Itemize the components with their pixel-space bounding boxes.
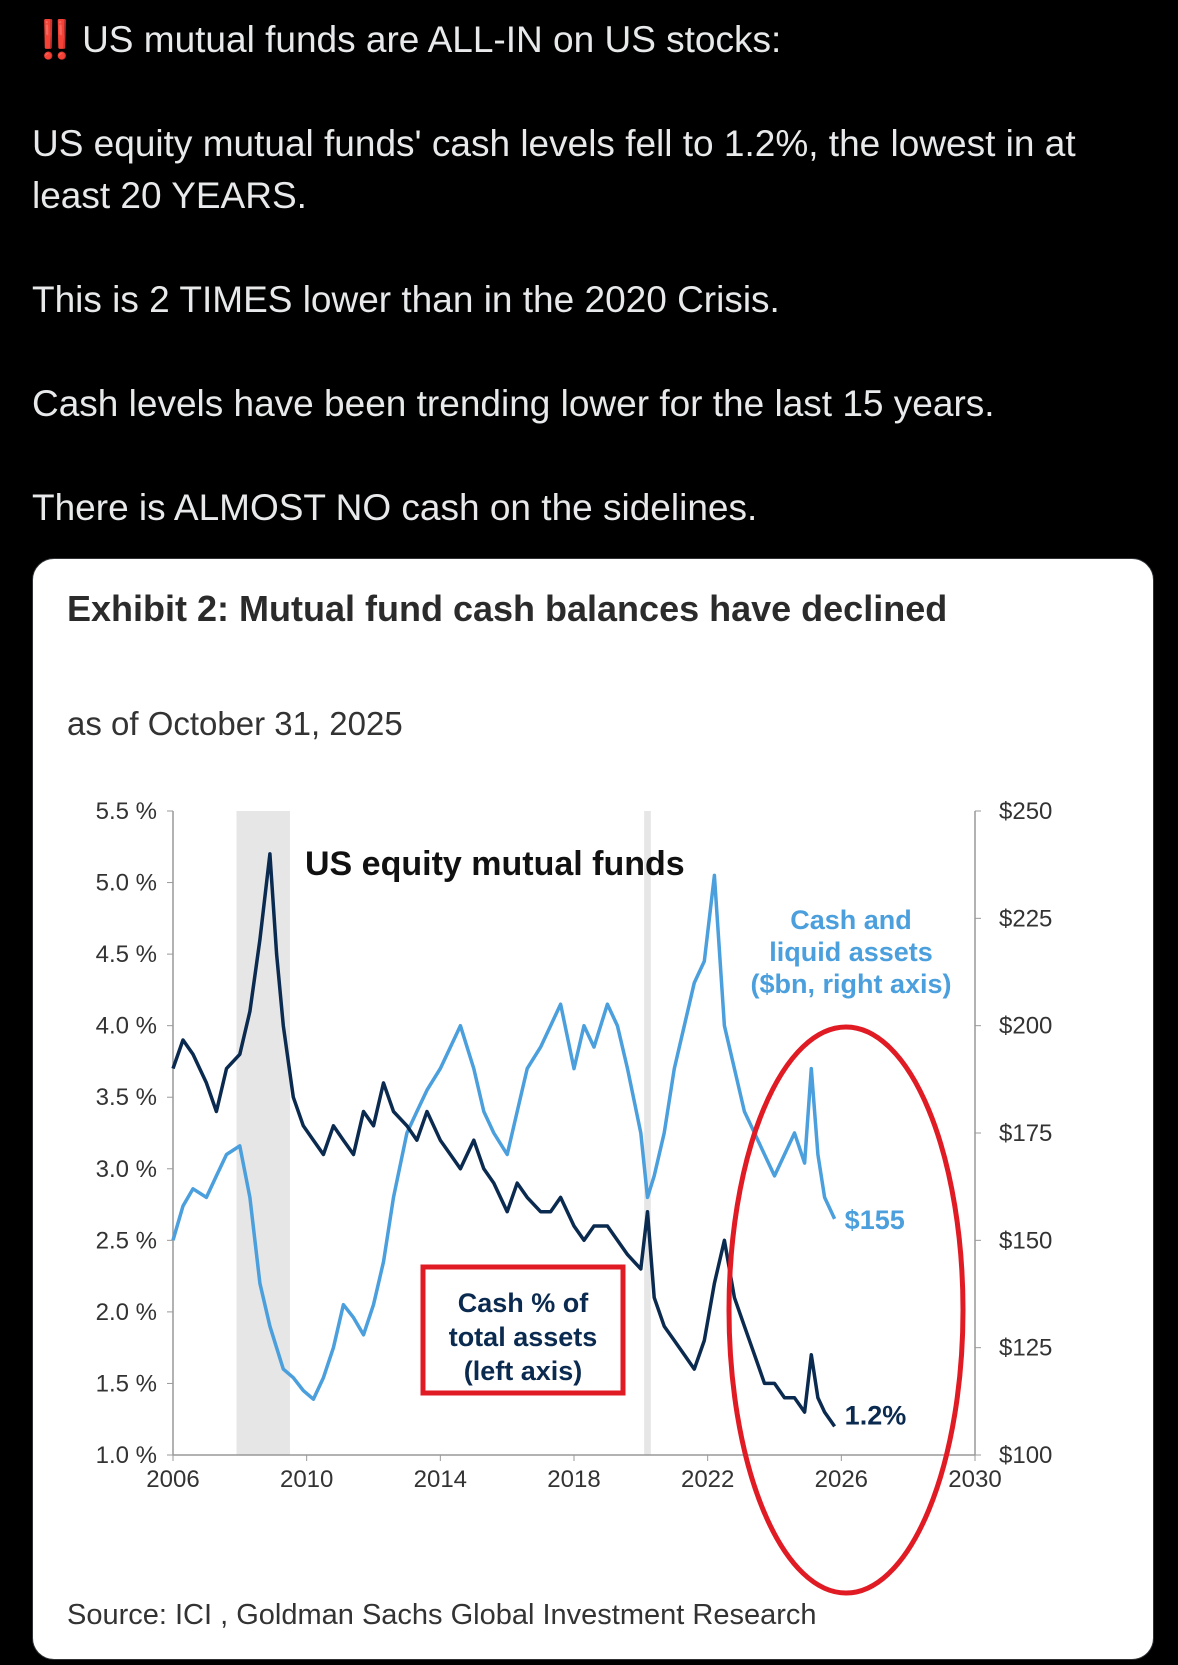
left-tick-label: 1.5 % — [96, 1370, 157, 1397]
cash-pct-series-label: Cash % of — [458, 1288, 590, 1318]
cash-pct-label-box — [420, 1264, 626, 1396]
right-tick-label: $125 — [999, 1335, 1052, 1362]
left-tick-label: 3.0 % — [96, 1156, 157, 1183]
series-line-cash-assets — [171, 873, 837, 1401]
left-tick-label: 4.0 % — [96, 1013, 157, 1040]
tweet-text: ‼️ US mutual funds are ALL-IN on US stock… — [32, 14, 1152, 586]
cash-assets-series-label: ($bn, right axis) — [750, 969, 951, 999]
tweet-headline: ‼️ US mutual funds are ALL-IN on US stock… — [32, 14, 1152, 66]
cash-pct-end-label: 1.2% — [845, 1400, 907, 1430]
series-line-cash-pct — [171, 852, 837, 1428]
chart-subtitle: as of October 31, 2025 — [67, 705, 403, 742]
x-tick-label: 2022 — [681, 1466, 734, 1493]
x-tick-label: 2006 — [146, 1466, 199, 1493]
right-tick-label: $200 — [999, 1013, 1052, 1040]
right-tick-label: $150 — [999, 1227, 1052, 1254]
right-tick-label: $100 — [999, 1442, 1052, 1469]
left-tick-label: 2.0 % — [96, 1299, 157, 1326]
inner-title: US equity mutual funds — [305, 845, 685, 883]
cash-pct-series-label: total assets — [449, 1322, 598, 1352]
left-tick-label: 3.5 % — [96, 1084, 157, 1111]
headline-text: US mutual funds are ALL-IN on US stocks: — [82, 19, 782, 60]
chart-title: Exhibit 2: Mutual fund cash balances hav… — [67, 588, 947, 629]
cash-assets-end-label: $155 — [845, 1205, 905, 1235]
right-tick-label: $225 — [999, 905, 1052, 932]
left-tick-label: 1.0 % — [96, 1442, 157, 1469]
right-tick-label: $175 — [999, 1120, 1052, 1147]
left-tick-label: 5.5 % — [96, 798, 157, 825]
tweet-paragraph-2: This is 2 TIMES lower than in the 2020 C… — [32, 279, 780, 320]
x-tick-label: 2018 — [547, 1466, 600, 1493]
x-tick-label: 2030 — [948, 1466, 1001, 1493]
chart-image-card[interactable]: Exhibit 2: Mutual fund cash balances hav… — [32, 558, 1154, 1660]
cash-assets-series-label: liquid assets — [769, 937, 933, 967]
left-tick-label: 4.5 % — [96, 941, 157, 968]
x-tick-label: 2014 — [414, 1466, 467, 1493]
chart-source: Source: ICI , Goldman Sachs Global Inves… — [67, 1599, 817, 1631]
left-tick-label: 5.0 % — [96, 870, 157, 897]
right-tick-label: $250 — [999, 798, 1052, 825]
highlight-ellipse — [726, 1024, 966, 1596]
x-tick-label: 2010 — [280, 1466, 333, 1493]
tweet-paragraph-3: Cash levels have been trending lower for… — [32, 383, 995, 424]
left-tick-label: 2.5 % — [96, 1227, 157, 1254]
cash-pct-series-label: (left axis) — [464, 1356, 583, 1386]
recession-band — [644, 811, 651, 1455]
double-exclamation-icon: ‼️ — [32, 19, 78, 60]
chart-svg: Exhibit 2: Mutual fund cash balances hav… — [67, 588, 1052, 1631]
tweet-paragraph-4: There is ALMOST NO cash on the sidelines… — [32, 487, 758, 528]
tweet-paragraph-1: US equity mutual funds' cash levels fell… — [32, 123, 1076, 216]
cash-assets-series-label: Cash and — [790, 905, 912, 935]
x-tick-label: 2026 — [815, 1466, 868, 1493]
